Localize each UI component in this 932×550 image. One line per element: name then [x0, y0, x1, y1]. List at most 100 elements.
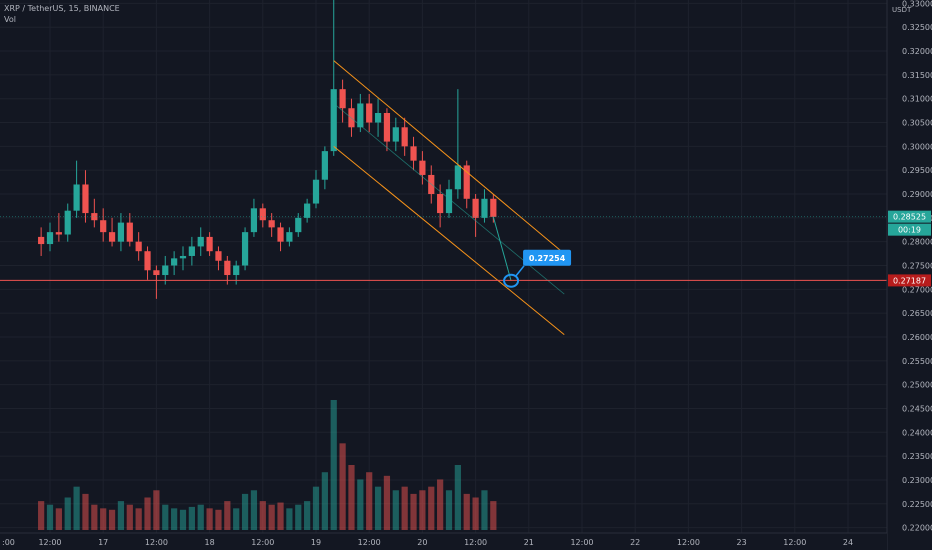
volume-bar — [100, 508, 107, 530]
price-tick-label: 0.31000 — [902, 95, 932, 104]
candle — [46, 222, 54, 252]
volume-indicator-label[interactable]: Vol — [4, 15, 16, 24]
volume-bar — [108, 509, 116, 530]
drawings[interactable]: 0.27254 — [0, 60, 887, 335]
candle — [401, 117, 408, 156]
chart-legend: XRP / TetherUS, 15, BINANCE Vol — [4, 3, 120, 25]
candle — [374, 98, 382, 137]
volume-bar — [250, 490, 258, 530]
volume-bar — [348, 465, 355, 530]
volume-bar — [233, 508, 240, 530]
time-tick-label: 21 — [524, 538, 534, 547]
volume-bar — [428, 486, 435, 530]
volume-bar — [135, 508, 142, 530]
time-tick-label: 12:00 — [570, 538, 593, 547]
candle — [126, 213, 133, 247]
time-tick-label: :00 — [2, 538, 15, 547]
candle — [419, 151, 426, 185]
time-tick-label: 19 — [311, 538, 321, 547]
candle — [312, 170, 320, 209]
candle — [321, 146, 328, 190]
candle — [188, 236, 195, 266]
candle — [100, 208, 107, 242]
channel-lower-line[interactable] — [333, 145, 565, 335]
candle — [224, 255, 231, 285]
price-tick-label: 0.22000 — [902, 524, 932, 533]
volume-bar — [312, 486, 320, 530]
candle — [82, 170, 89, 223]
volume-bar — [268, 504, 275, 530]
volume-bar — [206, 508, 213, 530]
price-tick-label: 0.26500 — [902, 309, 932, 318]
volume-bar — [454, 465, 461, 530]
volume-bar — [215, 509, 222, 530]
price-tick-label: 0.25000 — [902, 381, 932, 390]
candle — [179, 246, 187, 271]
time-tick-label: 12:00 — [251, 538, 274, 547]
volume-bar — [55, 508, 62, 530]
volume-bar — [153, 490, 160, 530]
volume-bar — [162, 504, 169, 530]
candle — [144, 246, 151, 280]
candle — [268, 213, 275, 237]
price-tick-label: 0.30500 — [902, 119, 932, 128]
price-tick-label: 0.27000 — [902, 285, 932, 294]
volume-bar — [126, 504, 133, 530]
channel-upper-line[interactable] — [333, 60, 565, 254]
time-tick-label: 12:00 — [783, 538, 806, 547]
candle — [215, 246, 222, 271]
price-tick-label: 0.28000 — [902, 238, 932, 247]
volume-bar — [374, 486, 382, 530]
volume-bar — [366, 472, 373, 530]
time-tick-label: 18 — [205, 538, 215, 547]
candle — [153, 265, 160, 299]
projection-line[interactable] — [492, 216, 512, 281]
target-callout-label: 0.27254 — [529, 254, 566, 263]
volume-bar — [241, 493, 249, 530]
volume-bar — [171, 508, 178, 530]
symbol-title[interactable]: XRP / TetherUS, 15, BINANCE — [4, 4, 120, 13]
current-price-badge: 0.28525 — [888, 210, 931, 223]
time-tick-label: 24 — [843, 538, 853, 547]
candle — [171, 251, 178, 276]
candle — [55, 213, 62, 242]
candle — [410, 136, 417, 171]
time-tick-label: 17 — [98, 538, 108, 547]
volume-bar — [472, 497, 479, 530]
time-tick-label: 12:00 — [677, 538, 700, 547]
time-tick-label: 12:00 — [145, 538, 168, 547]
volume-series — [38, 400, 497, 530]
volume-bar — [197, 504, 204, 530]
volume-bar — [295, 504, 302, 530]
volume-bar — [339, 443, 346, 530]
price-tick-label: 0.27500 — [902, 262, 932, 271]
volume-bar — [91, 504, 98, 530]
price-tick-label: 0.26000 — [902, 333, 932, 342]
candle — [463, 160, 470, 209]
volume-bar — [490, 501, 497, 530]
time-tick-label: 22 — [630, 538, 640, 547]
svg-text:0.28525: 0.28525 — [893, 213, 926, 222]
svg-text:0.27187: 0.27187 — [893, 276, 926, 285]
candle — [108, 217, 116, 247]
price-tick-label: 0.32000 — [902, 47, 932, 56]
volume-bar — [224, 501, 231, 530]
candle — [454, 89, 461, 199]
time-tick-label: 12:00 — [38, 538, 61, 547]
candle — [73, 160, 80, 218]
horizontal-level-badge: 0.27187 — [888, 274, 931, 287]
volume-bar — [321, 472, 328, 530]
target-circle[interactable] — [503, 273, 520, 288]
time-axis-panel[interactable] — [0, 533, 887, 550]
target-callout[interactable]: 0.27254 — [523, 249, 572, 266]
candle — [392, 117, 399, 152]
candle — [162, 255, 169, 285]
volume-bar — [286, 508, 293, 530]
volume-bar — [73, 486, 80, 530]
candle — [481, 189, 488, 223]
price-tick-label: 0.31500 — [902, 71, 932, 80]
volume-bar — [188, 506, 195, 530]
time-tick-label: 20 — [417, 538, 427, 547]
price-tick-label: 0.23000 — [902, 476, 932, 485]
